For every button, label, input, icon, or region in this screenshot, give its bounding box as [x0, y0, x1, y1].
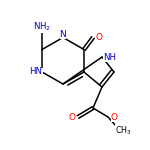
Text: NH$_2$: NH$_2$	[33, 21, 51, 33]
Text: O: O	[96, 33, 102, 42]
Text: NH: NH	[103, 52, 116, 62]
Text: N: N	[60, 30, 66, 39]
Text: O: O	[111, 112, 117, 122]
Text: CH$_3$: CH$_3$	[115, 124, 131, 137]
Text: HN: HN	[30, 68, 42, 76]
Text: O: O	[69, 112, 75, 122]
